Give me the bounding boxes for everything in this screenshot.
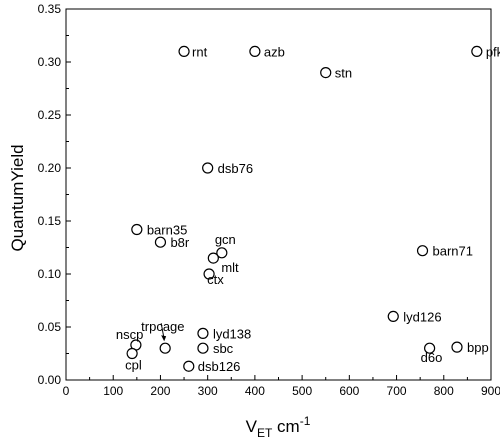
data-label-rnt: rnt [192,44,208,59]
x-axis-title-sub: ET [257,426,273,440]
data-point-azb [249,45,261,58]
data-point-ctx [203,268,215,280]
x-tick-label: 0 [63,384,70,398]
y-tick-label: 0.35 [38,2,62,16]
data-point-lyd138 [197,327,209,339]
axis-ticks: 0 100 200 300 400 500 600 700 800 900 0.00 0.05 0.10… [38,2,500,398]
x-axis-title-sup: -1 [300,414,311,428]
data-label-bpp: bpp [467,340,489,355]
y-tick-label: 0.20 [38,161,62,175]
x-tick-label: 900 [481,384,500,398]
data-label-ctx: ctx [207,272,224,287]
data-point-pfk [471,45,483,58]
data-point-sbc [197,342,209,354]
data-point-bpp [451,341,463,353]
data-point-lyd126 [387,310,399,322]
x-tick-label: 300 [198,384,218,398]
data-point-barn35 [131,223,143,236]
data-point-dsb76 [202,162,214,174]
data-point-dsb126 [183,360,195,372]
data-label-mlt: mlt [221,260,239,275]
y-tick-label: 0.15 [38,214,62,228]
y-axis-title: QuantumYield [8,144,27,251]
data-label-d6o: d6o [421,350,443,365]
y-tick-label: 0.10 [38,267,62,281]
data-point-gcn [216,247,228,259]
data-label-lyd138: lyd138 [213,326,251,341]
x-tick-label: 400 [245,384,265,398]
data-label-azb: azb [264,44,285,59]
x-axis-title-main: V [246,417,258,436]
data-label-cpl: cpl [125,358,142,373]
data-label-pfk: pfk [486,44,500,59]
y-tick-label: 0.05 [38,320,62,334]
y-tick-label: 0.30 [38,55,62,69]
data-label-dsb126: dsb126 [198,359,241,374]
trpcage-arrow-head [161,335,167,342]
data-point-rnt [178,45,190,58]
data-label-b8r: b8r [170,235,189,250]
data-point-trpcage [159,342,171,354]
x-tick-label: 700 [387,384,407,398]
data-label-dsb76: dsb76 [218,161,253,176]
data-label-gcn: gcn [215,232,236,247]
data-point-barn71 [416,245,429,257]
data-point-b8r [154,236,167,248]
data-label-lyd126: lyd126 [403,309,441,324]
data-point-d6o [424,342,436,354]
y-tick-label: 0.00 [38,373,62,387]
data-label-barn71: barn71 [433,244,473,259]
x-tick-label: 100 [103,384,123,398]
x-tick-label: 600 [339,384,359,398]
x-tick-label: 200 [150,384,170,398]
data-point-mlt [207,252,219,264]
x-tick-label: 500 [292,384,312,398]
data-point-cpl [126,347,138,360]
data-label-trpcage: trpcage [141,319,184,334]
x-axis-title-unit: cm [272,417,299,436]
data-point-stn [320,66,332,79]
data-label-stn: stn [335,66,352,81]
x-tick-label: 800 [434,384,454,398]
data-label-barn35: barn35 [147,222,187,237]
data-label-sbc: sbc [213,341,234,356]
data-label-nscp: nscp [116,327,143,342]
x-axis-title: VET cm-1 [246,414,311,440]
y-tick-label: 0.25 [38,108,62,122]
